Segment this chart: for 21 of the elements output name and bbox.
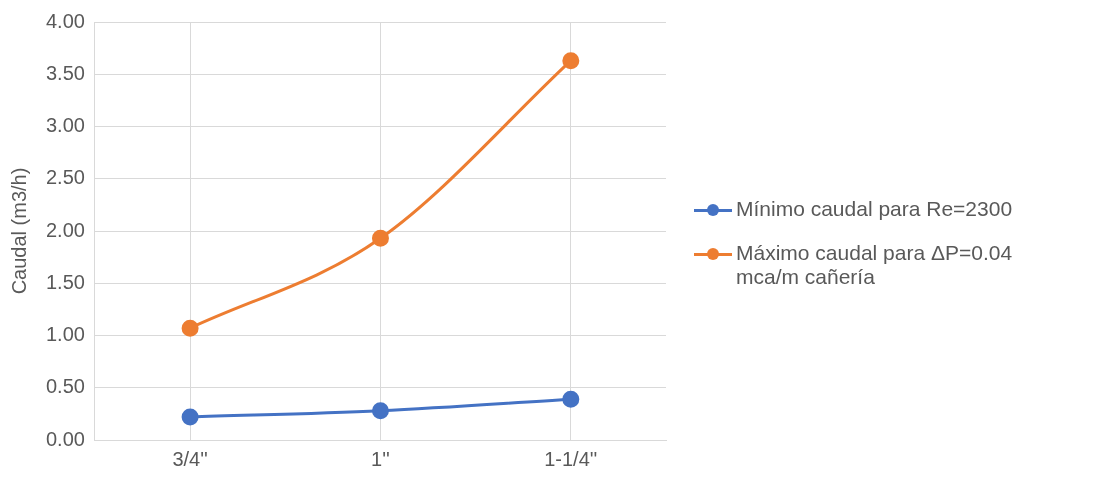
legend-label: Mínimo caudal para Re=2300	[736, 197, 1013, 221]
y-tick-label: 2.00	[45, 218, 85, 241]
y-tick-label: 0.50	[45, 375, 85, 398]
y-tick-label: 3.00	[45, 114, 85, 137]
y-tick-label: 3.50	[45, 61, 85, 84]
y-tick-label: 1.00	[45, 323, 85, 346]
legend-label: Máximo caudal para ΔP=0.04 mca/m cañería	[736, 241, 1014, 289]
x-tick-label: 1-1/4''	[544, 447, 598, 470]
y-tick-label: 2.50	[45, 166, 85, 189]
point	[371, 402, 389, 420]
y-tick-label: 1.50	[45, 270, 85, 293]
y-axis-title: Caudal (m3/h)	[7, 167, 30, 295]
y-tick-label: 0.00	[45, 427, 85, 450]
point	[181, 408, 199, 426]
point	[371, 229, 389, 247]
point	[562, 390, 580, 408]
point	[181, 319, 199, 337]
x-tick-label: 1''	[371, 447, 390, 470]
y-tick-label: 4.00	[45, 9, 85, 32]
x-tick-label: 3/4''	[172, 447, 208, 470]
point	[562, 52, 580, 70]
